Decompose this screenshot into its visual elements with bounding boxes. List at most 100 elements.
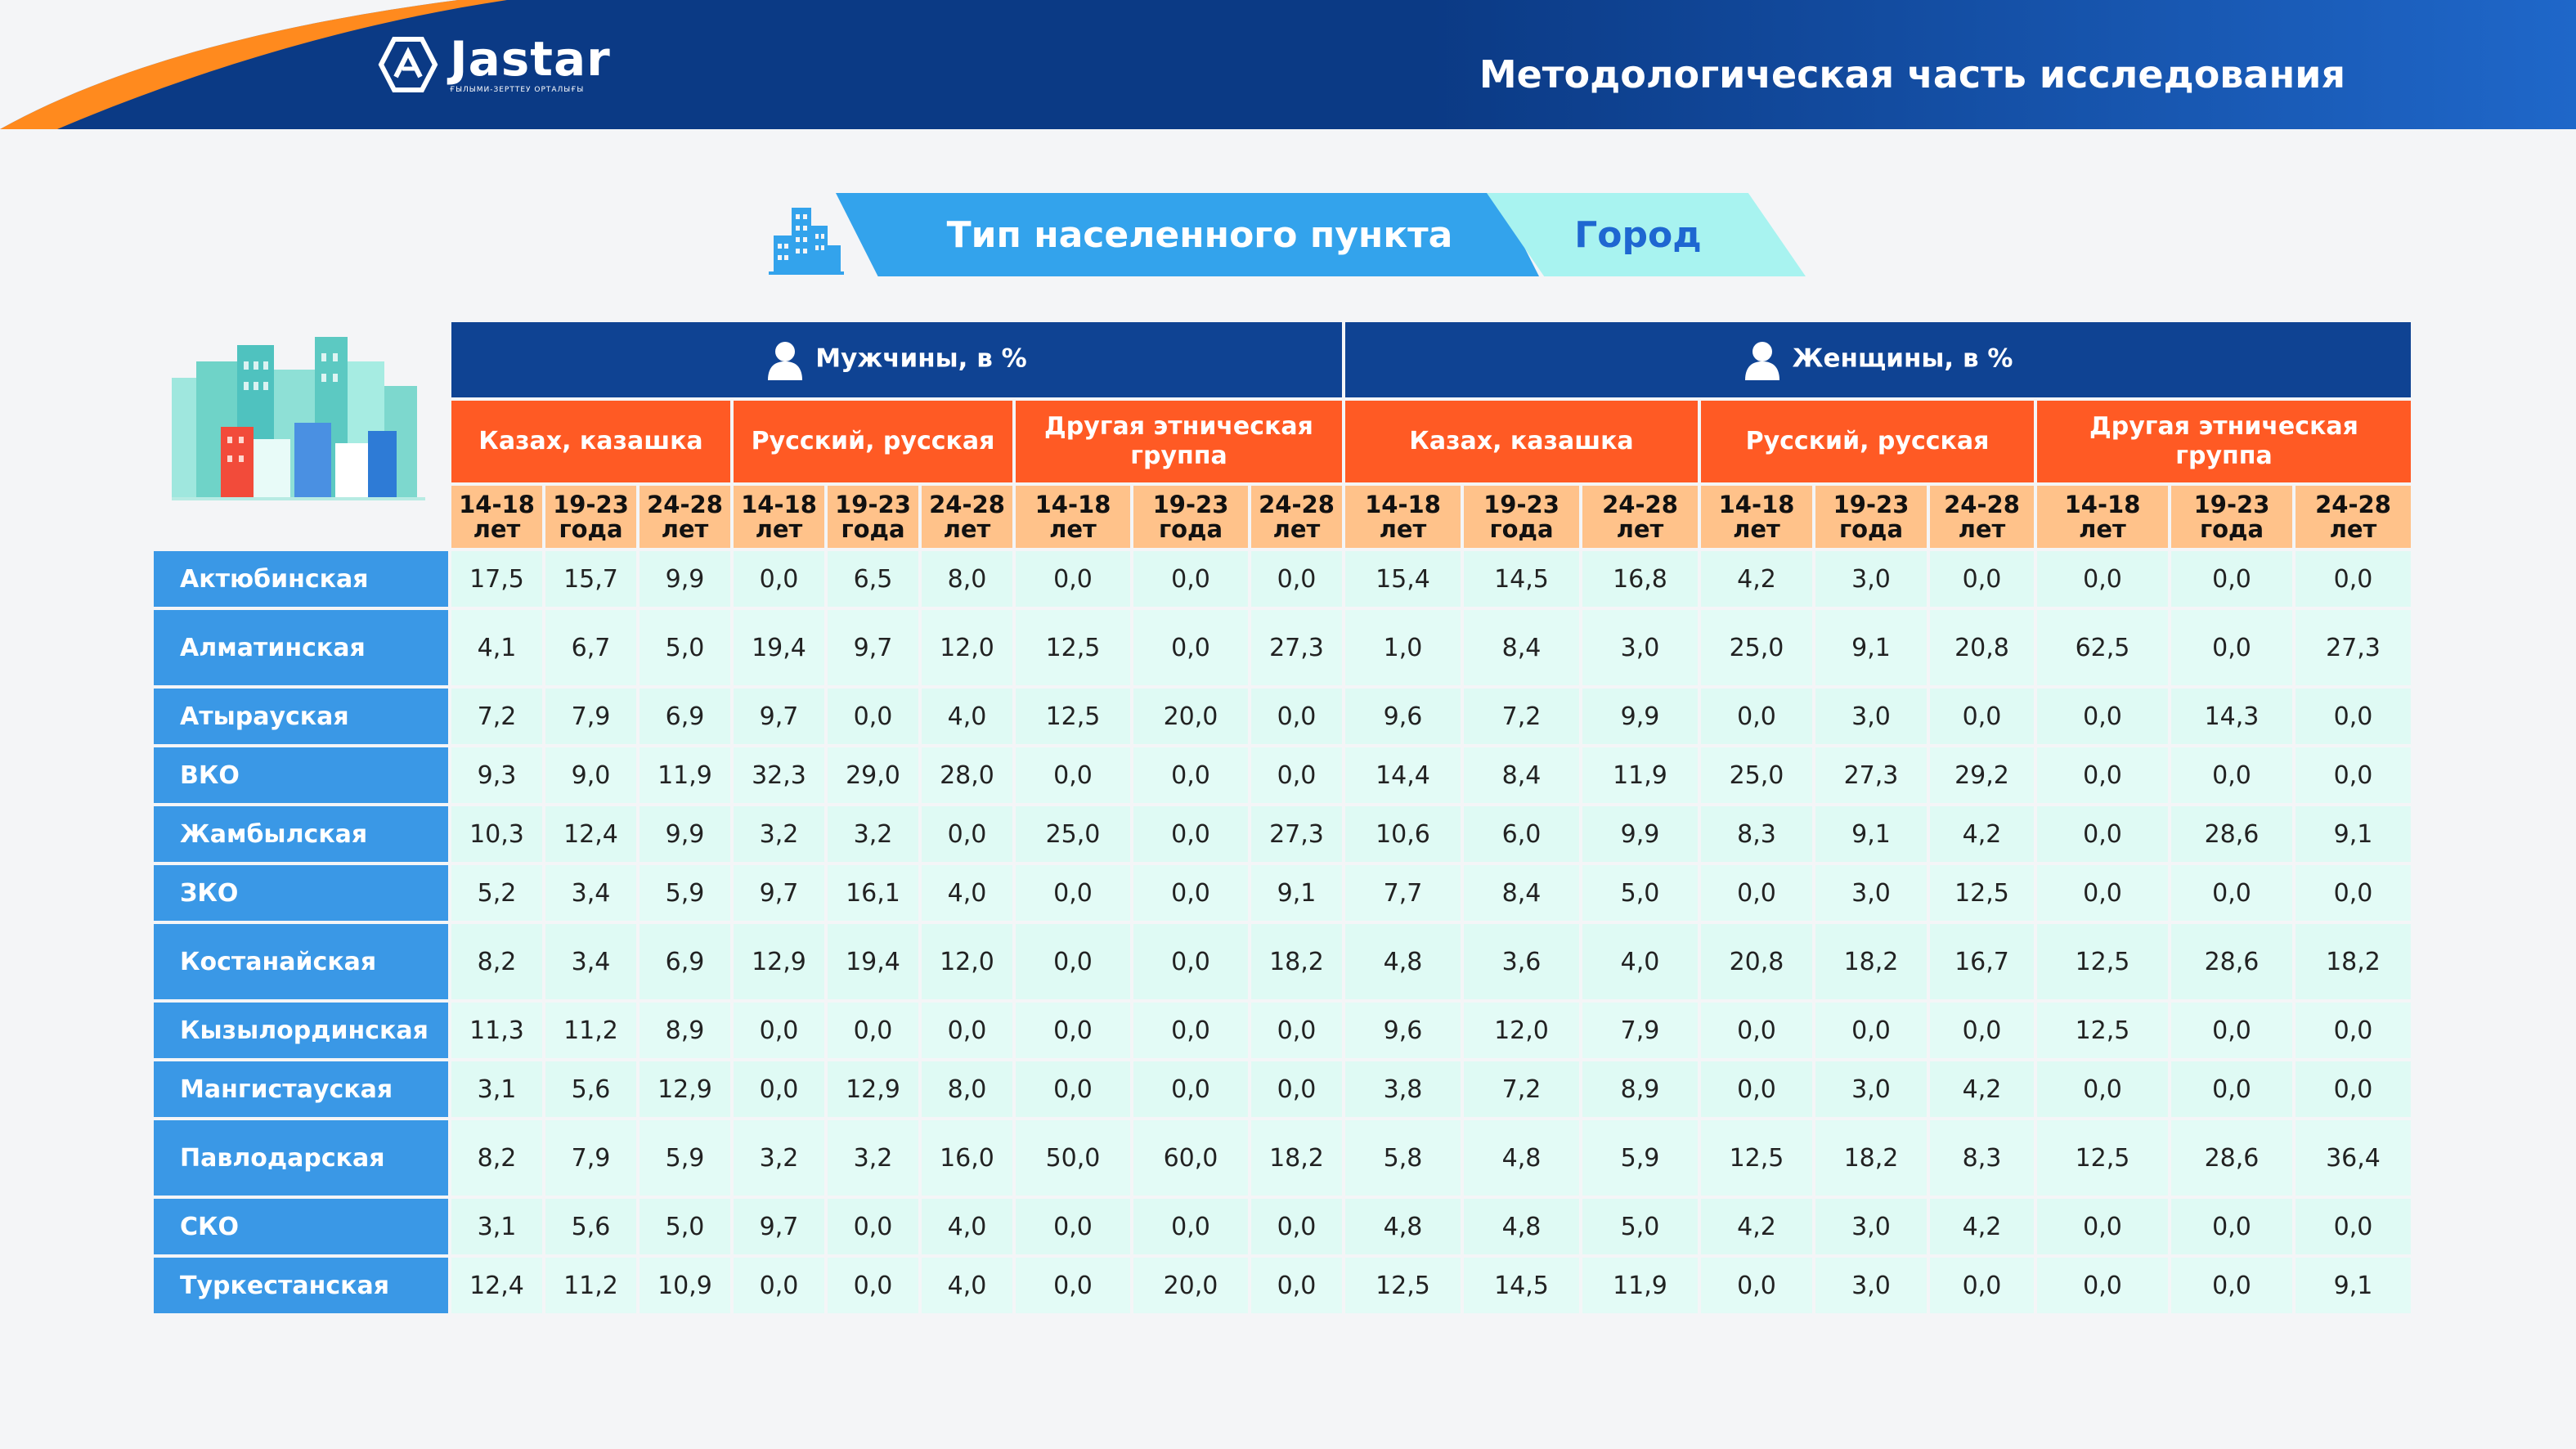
age-header: 14-18 лет [1701, 486, 1812, 548]
value-cell: 9,1 [1251, 865, 1342, 921]
value-cell: 3,1 [451, 1061, 542, 1117]
orange-swoosh [0, 0, 507, 129]
value-cell: 0,0 [1701, 1061, 1812, 1117]
value-cell: 12,9 [640, 1061, 730, 1117]
value-cell: 16,1 [828, 865, 918, 921]
value-cell: 0,0 [1133, 865, 1248, 921]
value-cell: 32,3 [734, 747, 824, 803]
value-cell: 0,0 [1133, 1199, 1248, 1254]
value-cell: 20,8 [1930, 610, 2034, 685]
value-cell: 3,0 [1582, 610, 1698, 685]
value-cell: 0,0 [1930, 1258, 2034, 1313]
value-cell: 9,1 [2296, 1258, 2411, 1313]
value-cell: 0,0 [734, 1258, 824, 1313]
value-cell: 25,0 [1701, 610, 1812, 685]
value-cell: 9,7 [734, 1199, 824, 1254]
value-cell: 6,9 [640, 689, 730, 744]
value-cell: 3,0 [1815, 1258, 1927, 1313]
value-cell: 0,0 [1016, 1199, 1130, 1254]
value-cell: 0,0 [2171, 551, 2292, 607]
value-cell: 7,9 [545, 1120, 636, 1196]
value-cell: 62,5 [2037, 610, 2168, 685]
age-header: 19-23 года [828, 486, 918, 548]
ethnic-header: Русский, русская [1701, 401, 2034, 482]
age-header: 24-28 лет [1251, 486, 1342, 548]
value-cell: 15,4 [1345, 551, 1461, 607]
value-cell: 9,7 [734, 865, 824, 921]
value-cell: 10,6 [1345, 806, 1461, 862]
value-cell: 3,0 [1815, 865, 1927, 921]
value-cell: 3,0 [1815, 689, 1927, 744]
ethnic-header: Другая этническая группа [2037, 401, 2411, 482]
value-cell: 27,3 [1251, 806, 1342, 862]
value-cell: 28,6 [2171, 806, 2292, 862]
value-cell: 5,6 [545, 1061, 636, 1117]
value-cell: 0,0 [1251, 747, 1342, 803]
value-cell: 0,0 [2037, 1061, 2168, 1117]
value-cell: 0,0 [1016, 1258, 1130, 1313]
value-cell: 0,0 [1701, 865, 1812, 921]
value-cell: 3,2 [828, 806, 918, 862]
value-cell: 36,4 [2296, 1120, 2411, 1196]
value-cell: 16,0 [922, 1120, 1012, 1196]
value-cell: 0,0 [1016, 865, 1130, 921]
value-cell: 8,9 [640, 1003, 730, 1058]
value-cell: 18,2 [1251, 1120, 1342, 1196]
value-cell: 9,6 [1345, 1003, 1461, 1058]
value-cell: 8,2 [451, 924, 542, 999]
table-row: Мангистауская 3,1 5,6 12,9 0,0 12,9 8,0 0,0 0,0 0… [154, 1061, 2411, 1117]
value-cell: 7,9 [545, 689, 636, 744]
value-cell: 0,0 [2171, 1003, 2292, 1058]
value-cell: 5,6 [545, 1199, 636, 1254]
value-cell: 20,0 [1133, 1258, 1248, 1313]
value-cell: 4,0 [922, 1258, 1012, 1313]
value-cell: 7,9 [1582, 1003, 1698, 1058]
table-row: Туркестанская 12,4 11,2 10,9 0,0 0,0 4,0 0,0 20,… [154, 1258, 2411, 1313]
value-cell: 14,5 [1464, 1258, 1579, 1313]
value-cell: 27,3 [1815, 747, 1927, 803]
value-cell: 0,0 [2171, 1199, 2292, 1254]
value-cell: 14,5 [1464, 551, 1579, 607]
value-cell: 0,0 [828, 1003, 918, 1058]
value-cell: 3,2 [828, 1120, 918, 1196]
building-icon [769, 208, 844, 275]
value-cell: 0,0 [2037, 865, 2168, 921]
value-cell: 0,0 [1133, 747, 1248, 803]
value-cell: 0,0 [1251, 551, 1342, 607]
value-cell: 19,4 [734, 610, 824, 685]
value-cell: 20,0 [1133, 689, 1248, 744]
value-cell: 11,3 [451, 1003, 542, 1058]
value-cell: 12,5 [1345, 1258, 1461, 1313]
value-cell: 8,2 [451, 1120, 542, 1196]
value-cell: 11,9 [1582, 747, 1698, 803]
value-cell: 0,0 [2037, 747, 2168, 803]
value-cell: 0,0 [1016, 551, 1130, 607]
value-cell: 8,3 [1930, 1120, 2034, 1196]
value-cell: 6,9 [640, 924, 730, 999]
value-cell: 0,0 [1251, 1258, 1342, 1313]
jastar-logo-icon [378, 37, 438, 92]
value-cell: 4,0 [922, 689, 1012, 744]
age-header: 24-28 лет [1930, 486, 2034, 548]
age-header: 24-28 лет [2296, 486, 2411, 548]
settlement-type-label: Тип населенного пункта [836, 193, 1539, 276]
age-header: 14-18 лет [1016, 486, 1130, 548]
value-cell: 28,6 [2171, 924, 2292, 999]
value-cell: 0,0 [2037, 551, 2168, 607]
value-cell: 0,0 [2171, 610, 2292, 685]
value-cell: 12,5 [1016, 689, 1130, 744]
value-cell: 5,0 [640, 1199, 730, 1254]
value-cell: 0,0 [2171, 1258, 2292, 1313]
logo-text: Jastar [450, 31, 611, 87]
value-cell: 27,3 [1251, 610, 1342, 685]
value-cell: 4,2 [1701, 1199, 1812, 1254]
person-icon [768, 342, 803, 380]
value-cell: 12,5 [1016, 610, 1130, 685]
value-cell: 0,0 [2037, 806, 2168, 862]
value-cell: 0,0 [1016, 747, 1130, 803]
value-cell: 9,9 [1582, 806, 1698, 862]
value-cell: 16,8 [1582, 551, 1698, 607]
value-cell: 8,0 [922, 1061, 1012, 1117]
value-cell: 0,0 [1133, 1003, 1248, 1058]
age-header: 19-23 года [2171, 486, 2292, 548]
